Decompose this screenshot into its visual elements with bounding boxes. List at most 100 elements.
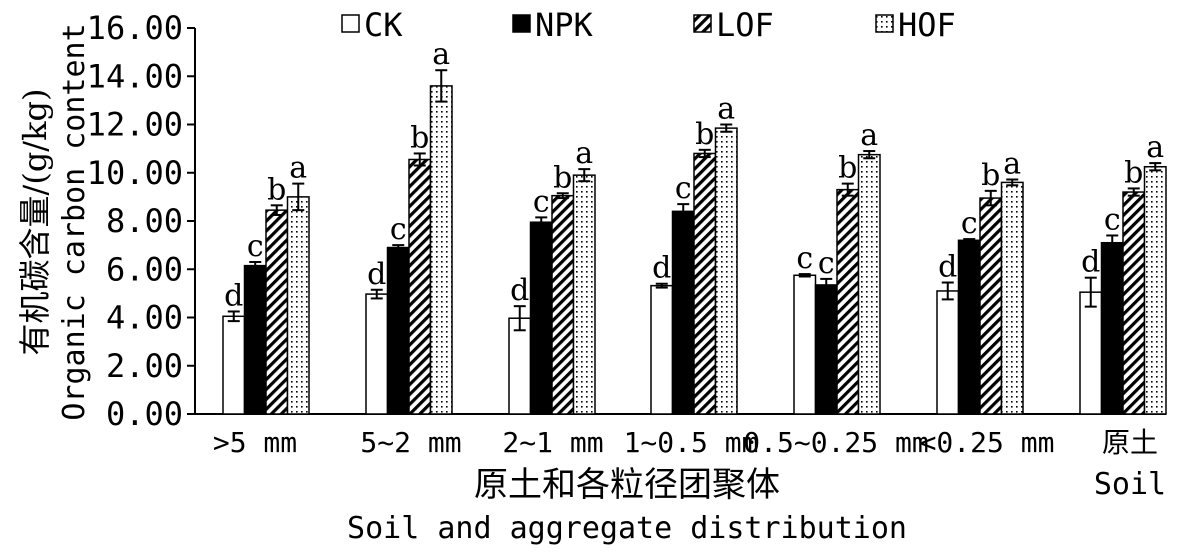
error-bar xyxy=(435,69,448,103)
significance-letter: c xyxy=(818,246,835,281)
x-tick-label: 2~1 mm xyxy=(502,426,603,459)
bar-hof xyxy=(572,174,596,415)
error-bar xyxy=(370,288,383,300)
legend-swatch xyxy=(693,14,712,33)
x-tick-label: 1~0.5 mm xyxy=(624,426,759,459)
legend-label: LOF xyxy=(716,6,774,44)
bar-lof xyxy=(836,188,860,415)
significance-letter: c xyxy=(533,184,550,219)
error-bar xyxy=(1106,234,1119,251)
legend-swatch xyxy=(341,14,360,33)
bars xyxy=(222,85,1167,415)
error-bar xyxy=(1006,178,1019,187)
significance-letter: b xyxy=(981,158,1000,193)
error-bar xyxy=(941,281,954,301)
significance-letter: a xyxy=(1146,130,1164,165)
y-tick-label: 14.00 xyxy=(87,57,183,95)
error-bar xyxy=(677,203,690,220)
x-axis-label-english: Soil and aggregate distribution xyxy=(347,511,907,546)
error-bar xyxy=(984,189,997,207)
error-bar xyxy=(292,182,305,212)
significance-letter: b xyxy=(838,151,857,186)
significance-letter: b xyxy=(695,117,714,152)
significance-letter: a xyxy=(1003,147,1021,182)
y-tick-label: 10.00 xyxy=(87,154,183,192)
bar-npk xyxy=(957,239,981,415)
bar-lof xyxy=(979,197,1003,415)
y-tick-label: 16.00 xyxy=(87,9,183,47)
significance-letter: a xyxy=(575,136,593,171)
bar-npk xyxy=(243,264,267,415)
x-tick-label: <0.25 mm xyxy=(920,426,1055,459)
significance-letter: d xyxy=(1081,245,1100,280)
bar-hof xyxy=(429,85,453,415)
bar-npk xyxy=(1100,241,1124,415)
legend-swatch xyxy=(512,14,531,33)
y-tick-label: 4.00 xyxy=(106,299,183,337)
error-bar xyxy=(841,182,854,197)
bar-ck xyxy=(222,315,246,415)
y-tick-label: 6.00 xyxy=(106,250,183,288)
x-axis-label-chinese: 原土和各粒径团聚体 xyxy=(474,465,780,505)
error-bar xyxy=(1127,187,1140,197)
y-tick-label: 2.00 xyxy=(106,347,183,385)
error-bar xyxy=(655,282,668,289)
error-bar xyxy=(1084,276,1097,308)
legend-item-lof: LOF xyxy=(693,6,774,44)
bar-ck xyxy=(365,293,389,415)
y-axis-label-english: Organic carbon content xyxy=(57,23,92,420)
bar-ck xyxy=(936,290,960,415)
error-bar xyxy=(535,216,548,229)
error-bar xyxy=(963,238,976,243)
significance-letter: a xyxy=(860,118,878,153)
error-bar xyxy=(863,150,876,160)
significance-letter: d xyxy=(510,273,529,308)
error-bar xyxy=(720,123,733,133)
bar-hof xyxy=(857,153,881,415)
significance-letter: c xyxy=(247,229,264,264)
significance-letter: b xyxy=(553,160,572,195)
bar-lof xyxy=(1122,191,1146,415)
y-axis-label-chinese: 有机碳含量/(g/kg) xyxy=(16,89,54,356)
legend-item-ck: CK xyxy=(341,6,403,44)
bar-lof xyxy=(551,194,575,415)
x-tick-label: 5~2 mm xyxy=(360,426,461,459)
bar-ck xyxy=(650,284,674,415)
bar-lof xyxy=(693,152,717,415)
y-tick-label: 8.00 xyxy=(106,202,183,240)
x-tick-label: >5 mm xyxy=(213,426,297,459)
bar-ck xyxy=(793,274,817,415)
error-bar xyxy=(513,305,526,332)
error-bar xyxy=(698,148,711,159)
significance-letter: d xyxy=(367,257,386,292)
bar-npk xyxy=(386,246,410,415)
bar-npk xyxy=(529,221,553,415)
bar-hof xyxy=(286,196,310,415)
bar-hof xyxy=(1143,165,1167,415)
y-ticks: 0.00 2.00 4.00 6.00 8.00 10.00 12.00 14.00 16.00 xyxy=(87,9,195,433)
significance-letter: d xyxy=(938,250,957,285)
significance-letter: c xyxy=(796,241,813,276)
significance-letter: a xyxy=(717,92,735,127)
legend-label: NPK xyxy=(535,6,594,44)
x-tick-label: 原土 xyxy=(1102,426,1158,459)
bar-npk xyxy=(671,210,695,415)
x-tick-sublabel: Soil xyxy=(1094,467,1166,502)
significance-letter: c xyxy=(961,206,978,241)
x-tick-label: 0.5~0.25 mm xyxy=(743,426,928,459)
significance-letter: d xyxy=(224,278,243,313)
significance-letter: d xyxy=(652,251,671,286)
bar-ck xyxy=(1079,291,1103,415)
error-bar xyxy=(413,152,426,167)
significance-letter: c xyxy=(390,212,407,247)
error-bar xyxy=(820,277,833,292)
bar-hof xyxy=(714,127,738,415)
error-bar xyxy=(270,204,283,216)
error-bar xyxy=(1149,162,1162,172)
bar-ck xyxy=(508,317,532,415)
bar-npk xyxy=(814,284,838,415)
significance-letter: a xyxy=(432,37,450,72)
error-bar xyxy=(249,261,262,271)
y-tick-label: 0.00 xyxy=(106,395,183,433)
